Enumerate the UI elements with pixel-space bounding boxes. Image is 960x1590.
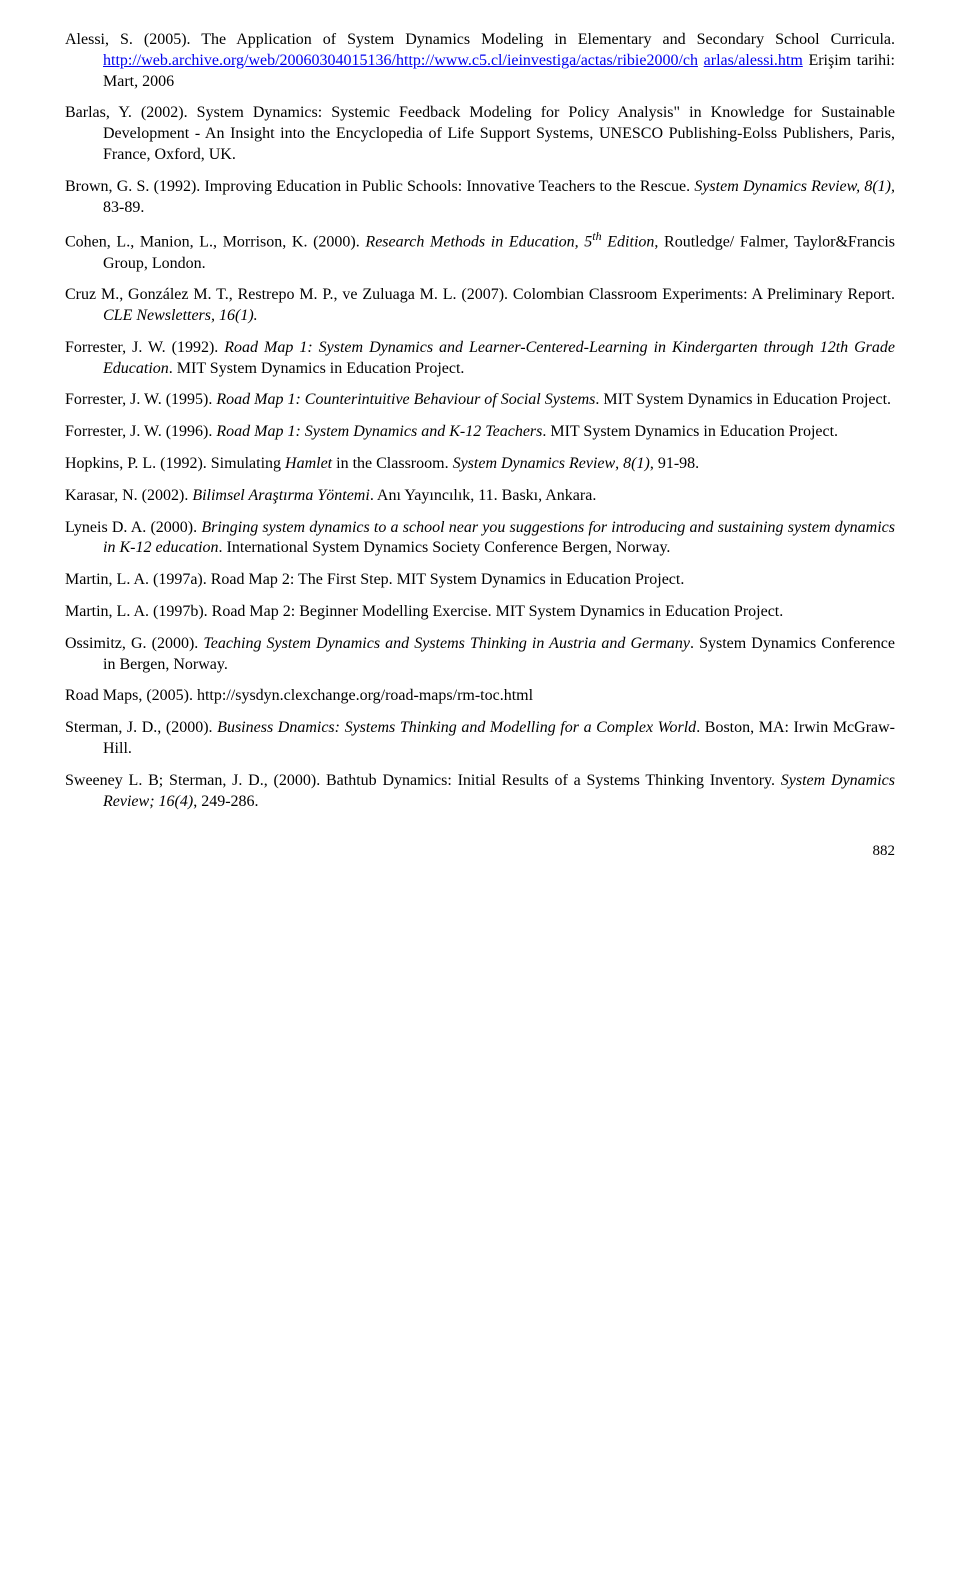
reference-text: . MIT System Dynamics in Education Proje…	[542, 423, 838, 440]
reference-text: Lyneis D. A. (2000).	[65, 519, 201, 536]
reference-item: Brown, G. S. (1992). Improving Education…	[65, 177, 895, 219]
reference-text: Sterman, J. D., (2000).	[65, 719, 217, 736]
reference-text: Cohen, L., Manion, L., Morrison, K. (200…	[65, 234, 365, 251]
reference-italic: Hamlet	[285, 455, 332, 472]
reference-link[interactable]: arlas/alessi.htm	[704, 52, 803, 69]
reference-italic: Road Map 1: System Dynamics and K-12 Tea…	[216, 423, 542, 440]
reference-item: Sweeney L. B; Sterman, J. D., (2000). Ba…	[65, 771, 895, 813]
reference-italic: CLE Newsletters, 16(1).	[103, 307, 258, 324]
reference-item: Cohen, L., Manion, L., Morrison, K. (200…	[65, 229, 895, 274]
reference-text: Ossimitz, G. (2000).	[65, 635, 203, 652]
reference-text: . International System Dynamics Society …	[219, 539, 671, 556]
reference-italic: Bilimsel Araştırma Yöntemi	[192, 487, 370, 504]
reference-sup: th	[592, 229, 601, 243]
reference-text: . Anı Yayıncılık, 11. Baskı, Ankara.	[370, 487, 597, 504]
reference-item: Lyneis D. A. (2000). Bringing system dyn…	[65, 518, 895, 560]
reference-text: Karasar, N. (2002).	[65, 487, 192, 504]
reference-text: . MIT System Dynamics in Education Proje…	[169, 360, 465, 377]
reference-item: Hopkins, P. L. (1992). Simulating Hamlet…	[65, 454, 895, 475]
reference-italic: 8(1)	[623, 455, 650, 472]
reference-text: Road Maps, (2005). http://sysdyn.clexcha…	[65, 687, 533, 704]
reference-text: Martin, L. A. (1997a). Road Map 2: The F…	[65, 571, 684, 588]
reference-item: Road Maps, (2005). http://sysdyn.clexcha…	[65, 686, 895, 707]
reference-italic: Business Dnamics: Systems Thinking and M…	[217, 719, 696, 736]
reference-italic: System Dynamics Review	[453, 455, 616, 472]
reference-item: Cruz M., González M. T., Restrepo M. P.,…	[65, 285, 895, 327]
reference-text: ,	[615, 455, 623, 472]
reference-item: Karasar, N. (2002). Bilimsel Araştırma Y…	[65, 486, 895, 507]
reference-text: Forrester, J. W. (1995).	[65, 391, 216, 408]
reference-text: , 91-98.	[650, 455, 699, 472]
reference-italic: Teaching System Dynamics and Systems Thi…	[203, 635, 690, 652]
reference-text: , 249-286.	[193, 793, 258, 810]
reference-text: Barlas, Y. (2002). System Dynamics: Syst…	[65, 104, 895, 163]
reference-italic: Road Map 1: Counterintuitive Behaviour o…	[216, 391, 595, 408]
reference-text: Forrester, J. W. (1996).	[65, 423, 216, 440]
reference-item: Sterman, J. D., (2000). Business Dnamics…	[65, 718, 895, 760]
reference-item: Martin, L. A. (1997a). Road Map 2: The F…	[65, 570, 895, 591]
reference-text: Martin, L. A. (1997b). Road Map 2: Begin…	[65, 603, 783, 620]
reference-item: Alessi, S. (2005). The Application of Sy…	[65, 30, 895, 92]
reference-item: Ossimitz, G. (2000). Teaching System Dyn…	[65, 634, 895, 676]
reference-italic: System Dynamics Review, 8(1),	[694, 178, 895, 195]
reference-item: Forrester, J. W. (1992). Road Map 1: Sys…	[65, 338, 895, 380]
reference-text: . MIT System Dynamics in Education Proje…	[595, 391, 891, 408]
reference-link[interactable]: http://web.archive.org/web/2006030401513…	[103, 52, 698, 69]
reference-text: in the Classroom.	[332, 455, 452, 472]
reference-text: Brown, G. S. (1992). Improving Education…	[65, 178, 694, 195]
reference-text: Alessi, S. (2005). The Application of Sy…	[65, 31, 895, 48]
reference-text: Hopkins, P. L. (1992). Simulating	[65, 455, 285, 472]
reference-italic: Research Methods in Education, 5	[365, 234, 592, 251]
reference-item: Barlas, Y. (2002). System Dynamics: Syst…	[65, 103, 895, 165]
reference-text: Sweeney L. B; Sterman, J. D., (2000). Ba…	[65, 772, 781, 789]
reference-item: Martin, L. A. (1997b). Road Map 2: Begin…	[65, 602, 895, 623]
reference-text: 83-89.	[103, 199, 144, 216]
reference-item: Forrester, J. W. (1996). Road Map 1: Sys…	[65, 422, 895, 443]
reference-item: Forrester, J. W. (1995). Road Map 1: Cou…	[65, 390, 895, 411]
page-number: 882	[65, 842, 895, 862]
reference-text: Cruz M., González M. T., Restrepo M. P.,…	[65, 286, 895, 303]
reference-italic: Edition	[602, 234, 655, 251]
reference-text: Forrester, J. W. (1992).	[65, 339, 224, 356]
